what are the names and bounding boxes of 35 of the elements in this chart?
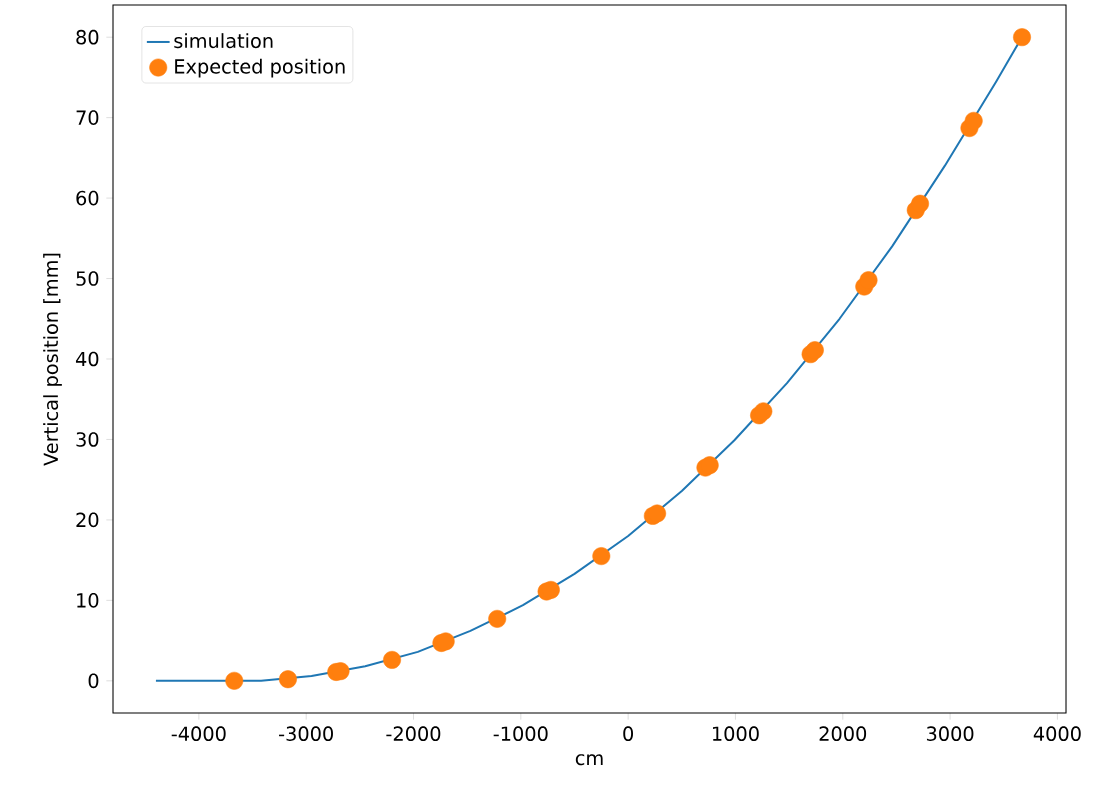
point: [700, 456, 719, 475]
y-tick-label: 10: [77, 593, 99, 608]
point: [488, 609, 507, 628]
legend-label: simulation: [174, 33, 273, 49]
y-tick-label: 50: [76, 271, 99, 286]
x-tick-label: -1000: [493, 726, 548, 741]
y-tick-label: 20: [76, 512, 99, 528]
x-tick-label: 2000: [819, 726, 867, 741]
point: [383, 650, 401, 669]
point: [1013, 28, 1031, 47]
x-tick-label: 1000: [713, 726, 759, 741]
point: [592, 547, 611, 566]
x-tick-label: 4000: [1033, 726, 1081, 741]
point: [225, 671, 244, 690]
x-tick-label: -2000: [386, 726, 441, 741]
y-tick-label: 0: [88, 673, 99, 689]
legend-label: Expected position: [175, 58, 345, 78]
y-tick-label: 70: [76, 110, 99, 125]
x-tick-label: 0: [623, 726, 634, 741]
point: [648, 504, 667, 523]
y-axis-title: Vertical position [mm]: [43, 253, 62, 466]
point: [805, 341, 824, 360]
x-tick-label: -4000: [171, 726, 226, 741]
x-axis-title: cm: [575, 754, 603, 766]
x-tick-label: -3000: [279, 726, 333, 741]
y-tick-label: 60: [76, 190, 99, 206]
y-tick-label: 40: [75, 351, 99, 367]
point: [859, 271, 878, 290]
x-tick-label: 3000: [926, 726, 974, 741]
y-tick-label: 30: [76, 432, 99, 447]
point: [279, 670, 297, 689]
point: [911, 194, 929, 213]
point: [754, 402, 773, 421]
point: [964, 111, 983, 130]
y-tick-label: 80: [76, 29, 99, 45]
